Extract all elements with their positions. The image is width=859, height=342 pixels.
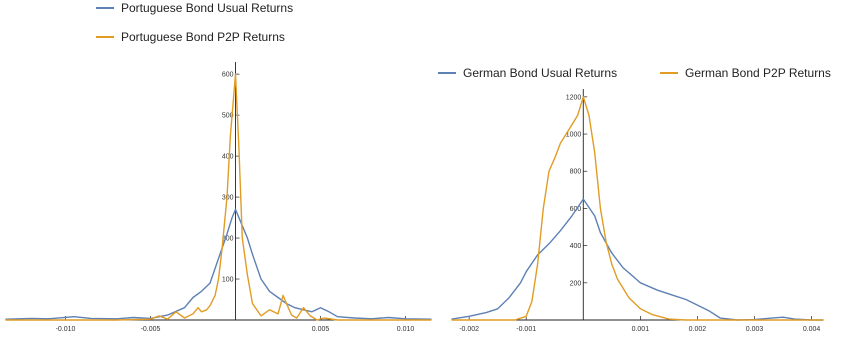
x-tick-label: -0.005 — [141, 326, 161, 333]
x-tick-label: -0.001 — [516, 326, 536, 333]
y-tick-label: 500 — [222, 113, 234, 120]
y-tick-label: 400 — [222, 154, 234, 161]
x-tick-label: -0.010 — [56, 326, 76, 333]
x-tick-label: 0.010 — [397, 326, 415, 333]
y-tick-label: 300 — [222, 195, 234, 202]
series-line-usual — [451, 198, 824, 321]
legend-label: German Bond Usual Returns — [463, 66, 617, 80]
y-tick-label: 800 — [570, 169, 582, 176]
y-tick-label: 600 — [222, 72, 234, 79]
x-tick-label: 0.003 — [746, 326, 764, 333]
legend-label: Portuguese Bond Usual Returns — [121, 1, 293, 15]
legend-label: Portuguese Bond P2P Returns — [121, 30, 285, 44]
x-tick-label: 0.005 — [312, 326, 330, 333]
legend-label: German Bond P2P Returns — [685, 66, 831, 80]
series-line-p2p — [5, 73, 432, 321]
x-tick-label: 0.001 — [632, 326, 650, 333]
y-tick-label: 1000 — [566, 132, 582, 139]
y-tick-label: 100 — [222, 277, 234, 284]
series-line-p2p — [451, 96, 824, 321]
x-tick-label: 0.002 — [689, 326, 707, 333]
y-tick-label: 200 — [570, 280, 582, 287]
y-tick-label: 200 — [222, 236, 234, 243]
y-tick-label: 1200 — [566, 94, 582, 101]
y-tick-label: 400 — [570, 243, 582, 250]
series-line-usual — [5, 208, 432, 320]
x-tick-label: -0.002 — [459, 326, 479, 333]
x-tick-label: 0.004 — [803, 326, 821, 333]
